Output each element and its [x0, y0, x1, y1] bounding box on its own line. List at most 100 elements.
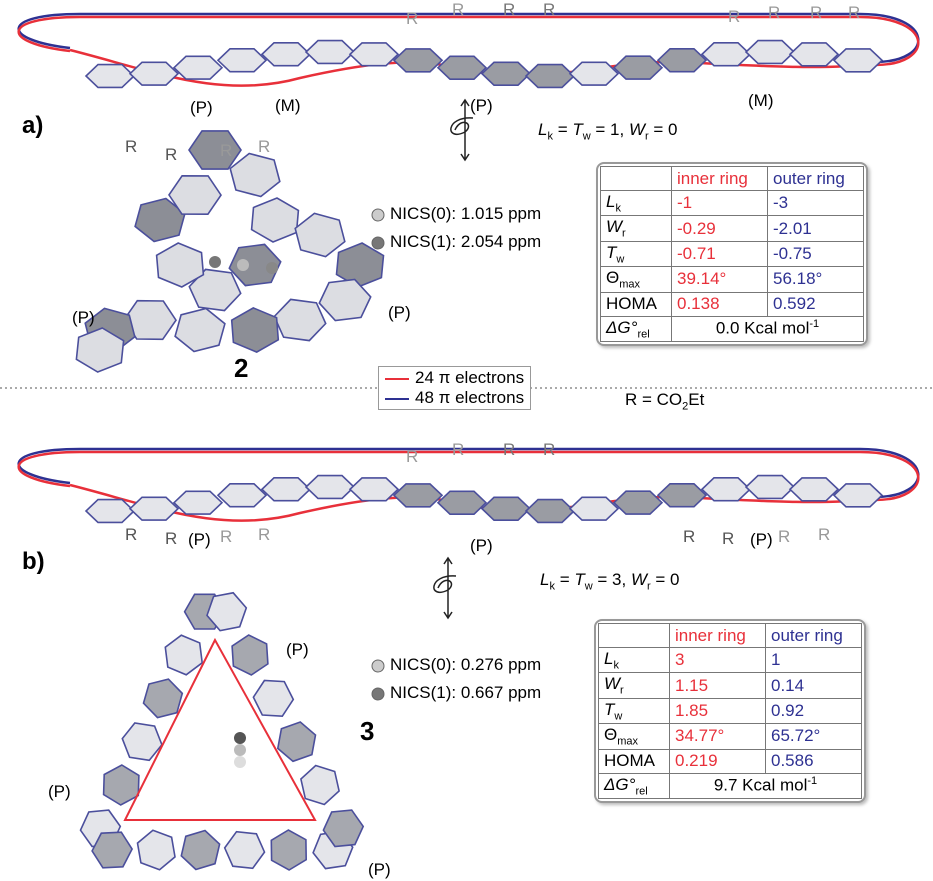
- ring: [228, 243, 282, 287]
- row-symbol: HOMA: [600, 291, 672, 317]
- substituent-label: R: [503, 440, 515, 459]
- table-row: HOMA 0.219 0.586: [598, 748, 862, 774]
- ring: [172, 55, 224, 80]
- column-header: outer ring: [767, 166, 864, 191]
- table-row: Wr 1.15 0.14: [598, 672, 862, 699]
- ring: [524, 498, 576, 524]
- row-symbol: Lk: [600, 189, 672, 217]
- substituent-label: R: [768, 3, 780, 22]
- ring: [84, 63, 136, 89]
- corner-cell: [600, 166, 672, 191]
- nics-value: NICS(1): 2.054 ppm: [390, 232, 542, 251]
- substituent-label: R: [258, 137, 270, 156]
- ring: [568, 61, 620, 86]
- inner-value: -0.29: [671, 215, 768, 242]
- ring: [480, 61, 532, 86]
- substituent-label: R: [165, 529, 177, 548]
- inner-value: 1.15: [669, 672, 766, 699]
- ring: [788, 477, 840, 502]
- legend-label: 24 π electrons: [415, 368, 525, 387]
- rotation-icon: [450, 98, 474, 162]
- substituent-label: R: [125, 525, 137, 544]
- ring: [700, 476, 752, 502]
- text-fragment: L: [538, 120, 548, 139]
- symbol-subscript: max: [619, 278, 641, 291]
- outer-value: 0.92: [765, 697, 862, 725]
- legend-entry: 48 π electrons: [385, 388, 524, 408]
- substituent-label: R: [258, 525, 270, 544]
- row-symbol: Wr: [598, 672, 670, 699]
- text-fragment: T: [572, 120, 583, 139]
- inner-value: 3: [669, 646, 766, 674]
- nics-sphere: [234, 732, 246, 744]
- legend-swatch: [385, 377, 409, 380]
- symbol: L: [606, 192, 616, 211]
- helicity-label: (P): [470, 96, 493, 115]
- substituent-label: R: [810, 3, 822, 22]
- ring: [128, 496, 180, 521]
- table-frame: inner ring outer ring Lk 3 1 Wr 1.15 0.14 Tw 1.85…: [594, 619, 866, 803]
- ring: [294, 212, 346, 258]
- outer-value: -2.01: [767, 215, 864, 242]
- ring: [230, 307, 280, 353]
- table-row: Θmax 39.14° 56.18°: [600, 266, 864, 293]
- text-fragment: r: [645, 130, 649, 143]
- outer-value: -0.75: [767, 240, 864, 268]
- table-row: HOMA 0.138 0.592: [600, 291, 864, 317]
- topology-equation: Lk = Tw = 1, Wr = 0: [538, 120, 678, 142]
- energy-row: ΔG°rel 9.7 Kcal mol-1: [598, 772, 862, 799]
- ring: [524, 63, 576, 89]
- ring: [252, 679, 295, 718]
- ring: [273, 298, 327, 342]
- ring: [216, 482, 268, 508]
- ring: [229, 152, 281, 198]
- outer-value: 0.14: [765, 672, 862, 699]
- ring: [128, 61, 180, 86]
- inner-value: 39.14°: [671, 266, 768, 293]
- ring: [250, 197, 300, 243]
- ring: [75, 327, 125, 373]
- symbol-subscript: k: [615, 202, 621, 215]
- symbol-subscript: w: [616, 253, 625, 266]
- text-fragment: =: [552, 120, 573, 139]
- helicity-label: (P): [188, 530, 211, 549]
- text-fragment: w: [584, 580, 593, 593]
- energy-row: ΔG°rel 0.0 Kcal mol-1: [600, 315, 864, 342]
- text-fragment: W: [630, 570, 648, 589]
- substituent-label: R: [406, 9, 418, 28]
- symbol: Θ: [606, 268, 620, 288]
- row-symbol: Tw: [598, 697, 670, 725]
- ring: [656, 482, 708, 508]
- ring: [832, 483, 884, 508]
- ring: [322, 809, 365, 848]
- ring: [102, 764, 140, 806]
- inner-value: 1.85: [669, 697, 766, 725]
- helicity-label: (P): [368, 860, 391, 879]
- inner-value: 0.138: [671, 291, 768, 317]
- helicity-label: (P): [48, 782, 71, 801]
- panel-label: a): [22, 112, 44, 139]
- ring: [318, 278, 372, 322]
- substituent-label: R: [543, 0, 555, 19]
- legend-swatch: [385, 397, 409, 400]
- ring: [216, 47, 268, 73]
- compound-number: 3: [360, 716, 374, 746]
- ring: [300, 764, 340, 806]
- nics-value: NICS(0): 1.015 ppm: [390, 204, 542, 223]
- helicity-label: (P): [388, 303, 411, 322]
- table-row: Tw 1.85 0.92: [598, 697, 862, 725]
- symbol: HOMA: [606, 294, 657, 314]
- nics-sphere: [234, 744, 246, 756]
- outer-value: -3: [767, 189, 864, 217]
- results-table: inner ring outer ring Lk -1 -3 Wr -0.29 -2.01 Tw…: [600, 166, 864, 342]
- panel-label: b): [22, 548, 45, 575]
- rotation-icon: [433, 556, 457, 620]
- nics-sphere: [371, 208, 385, 222]
- symbol: ΔG°: [606, 317, 638, 337]
- energy-text: 0.0 Kcal mol: [715, 319, 810, 339]
- ring: [260, 41, 312, 67]
- row-symbol: Θmax: [598, 723, 670, 750]
- text-fragment: T: [574, 570, 585, 589]
- nics-sphere: [234, 756, 246, 768]
